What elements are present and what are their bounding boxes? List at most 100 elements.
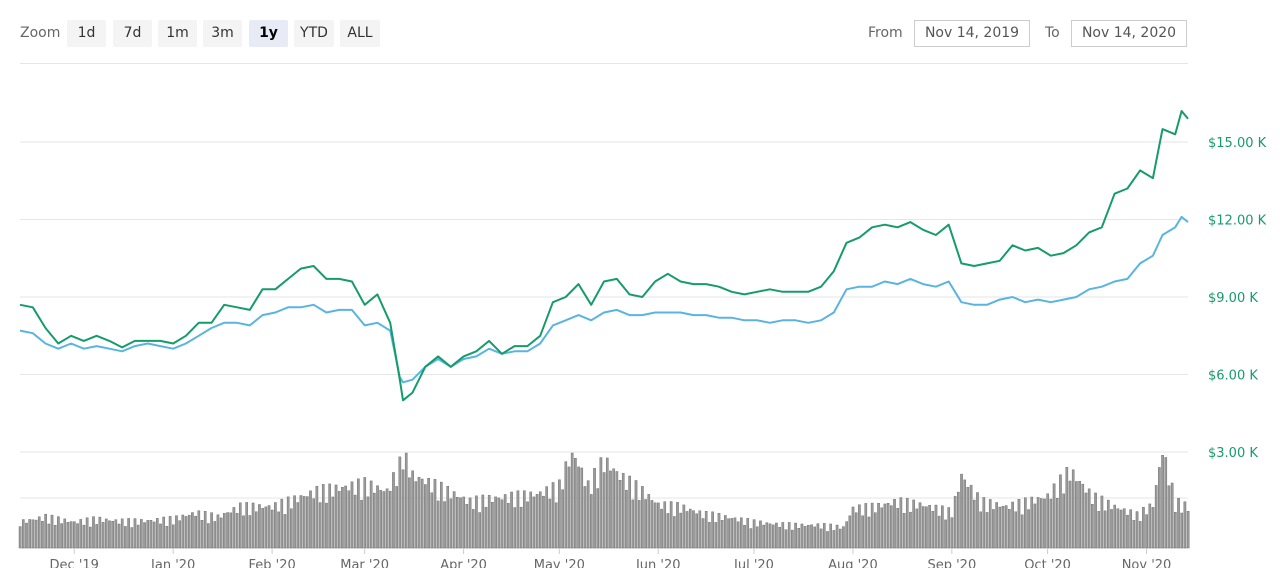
- volume-bar: [363, 477, 367, 549]
- volume-bar: [1014, 511, 1018, 549]
- volume-bar: [583, 486, 587, 549]
- volume-bar: [1036, 497, 1040, 549]
- volume-bar: [596, 488, 600, 549]
- volume-bar: [947, 507, 951, 549]
- zoom-1y-button[interactable]: 1y: [249, 20, 288, 47]
- volume-bar: [960, 473, 963, 549]
- volume-bar: [1161, 455, 1164, 549]
- volume-bar: [928, 505, 931, 549]
- y-tick-label: $9.00 K: [1208, 291, 1258, 306]
- volume-bar: [822, 523, 826, 549]
- volume-bar: [420, 478, 424, 549]
- volume-bar: [634, 480, 638, 549]
- volume-bar: [120, 518, 124, 549]
- volume-bar: [740, 517, 743, 549]
- volume-bar: [507, 503, 510, 549]
- volume-bar: [459, 497, 462, 549]
- volume-bar: [1024, 497, 1027, 549]
- volume-bar: [293, 495, 296, 549]
- volume-bar: [484, 507, 488, 549]
- volume-bar: [937, 515, 941, 549]
- volume-bar: [1071, 469, 1075, 549]
- volume-bar: [171, 524, 175, 549]
- volume-bar: [899, 497, 903, 549]
- volume-bar: [1091, 504, 1094, 549]
- volume-bar: [874, 512, 877, 549]
- from-date-input[interactable]: Nov 14, 2019: [914, 20, 1030, 47]
- volume-bar: [845, 521, 848, 549]
- volume-bar: [440, 481, 443, 549]
- volume-bar: [73, 521, 76, 549]
- volume-bar: [248, 515, 252, 549]
- zoom-3m-button[interactable]: 3m: [203, 20, 242, 47]
- zoom-ytd-button[interactable]: YTD: [294, 20, 334, 47]
- volume-bar: [523, 490, 526, 549]
- volume-bar: [430, 492, 434, 549]
- volume-bar: [92, 516, 95, 549]
- volume-bar: [752, 519, 756, 549]
- volume-bar: [1122, 508, 1126, 549]
- to-date-input[interactable]: Nov 14, 2020: [1071, 20, 1187, 47]
- to-label: To: [1045, 25, 1060, 41]
- zoom-1d-button[interactable]: 1d: [67, 20, 106, 47]
- volume-bar: [286, 496, 290, 549]
- volume-bar: [1094, 492, 1097, 549]
- volume-bar: [650, 500, 654, 549]
- volume-bar: [414, 481, 418, 549]
- volume-bar: [79, 519, 83, 549]
- volume-bar: [130, 527, 134, 549]
- volume-bar: [98, 516, 102, 549]
- toolbar-divider: [20, 63, 1188, 64]
- volume-bar: [232, 507, 236, 549]
- y-axis-labels: $3.00 K $6.00 K $9.00 K $12.00 K $15.00 K: [1208, 136, 1267, 461]
- volume-bar: [274, 502, 277, 549]
- volume-bar: [1107, 499, 1110, 549]
- volume-bar: [854, 512, 858, 549]
- volume-bar: [1017, 499, 1021, 549]
- secondary-series-line: [19, 215, 1189, 384]
- y-tick-label: $15.00 K: [1208, 136, 1267, 151]
- volume-bar: [765, 522, 769, 549]
- volume-bar: [1110, 509, 1113, 549]
- volume-bar: [1068, 480, 1072, 549]
- volume-bar: [104, 518, 108, 549]
- volume-bar: [385, 488, 389, 549]
- zoom-1m-button[interactable]: 1m: [158, 20, 197, 47]
- volume-bar: [561, 489, 564, 549]
- zoom-7d-button[interactable]: 7d: [113, 20, 152, 47]
- volume-bar: [395, 486, 398, 549]
- zoom-all-button[interactable]: ALL: [340, 20, 380, 47]
- volume-bar: [85, 517, 89, 549]
- volume-bar: [388, 490, 392, 549]
- volume-bar: [318, 502, 322, 549]
- volume-bar: [133, 518, 137, 549]
- volume-bar: [1135, 511, 1139, 549]
- volume-bar: [558, 479, 561, 549]
- volume-bar: [698, 510, 702, 549]
- price-series-line: [19, 110, 1189, 402]
- volume-bar: [47, 523, 51, 549]
- volume-bar: [988, 499, 992, 549]
- volume-bar: [267, 505, 271, 549]
- volume-bar: [1027, 509, 1030, 549]
- volume-bar: [494, 496, 497, 549]
- range-selector-toolbar: Zoom 1d 7d 1m 3m 1y YTD ALL From Nov 14,…: [0, 0, 1280, 64]
- volume-bar: [270, 509, 274, 549]
- volume-bar: [551, 482, 555, 549]
- volume-bar: [1183, 501, 1187, 549]
- volume-bar: [957, 491, 960, 549]
- volume-bar: [57, 516, 60, 549]
- volume-bar: [848, 515, 852, 549]
- volume-bar: [1170, 482, 1174, 549]
- volume-bar: [918, 502, 922, 549]
- volume-bar: [503, 494, 507, 549]
- volume-bar: [538, 491, 542, 549]
- volume-bar: [711, 511, 714, 549]
- volume-bar: [647, 494, 651, 549]
- volume-bar: [471, 509, 475, 549]
- volume-bar: [663, 501, 667, 549]
- volume-bar: [200, 520, 204, 549]
- volume-bar: [357, 478, 360, 549]
- volume-bar: [637, 500, 641, 549]
- volume-bar: [261, 508, 264, 549]
